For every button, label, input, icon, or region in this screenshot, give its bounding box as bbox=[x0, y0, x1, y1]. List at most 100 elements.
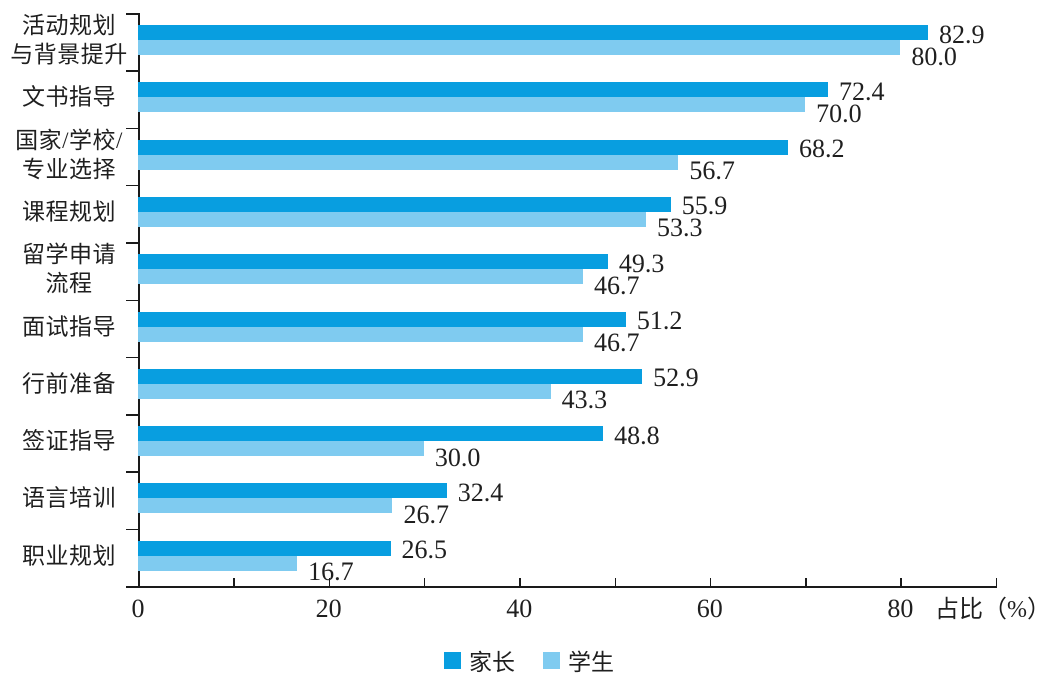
legend: 家长 学生 bbox=[0, 643, 1058, 677]
category-label: 面试指导 bbox=[0, 312, 138, 341]
value-label: 26.7 bbox=[403, 499, 449, 529]
category-label-line: 签证指导 bbox=[22, 428, 116, 454]
category-label: 留学申请 流程 bbox=[0, 240, 138, 298]
value-label: 82.9 bbox=[939, 19, 985, 49]
category-label: 签证指导 bbox=[0, 427, 138, 456]
value-label: 26.5 bbox=[401, 535, 448, 565]
category-label: 文书指导 bbox=[0, 83, 138, 112]
y-axis-tick bbox=[126, 356, 138, 359]
bar-parents bbox=[138, 540, 391, 556]
value-label: 52.9 bbox=[653, 363, 699, 393]
bar-students bbox=[138, 269, 584, 285]
x-axis-tick bbox=[328, 578, 331, 586]
y-axis-tick bbox=[126, 70, 138, 72]
x-axis-tick bbox=[709, 578, 712, 586]
y-axis-tick bbox=[126, 242, 138, 244]
x-axis-tick bbox=[995, 578, 998, 586]
bar-parents bbox=[138, 196, 671, 212]
x-tick-label: 80 bbox=[887, 594, 914, 623]
bar-parents bbox=[138, 25, 929, 40]
x-tick-label: 20 bbox=[315, 594, 342, 623]
value-label: 46.7 bbox=[594, 270, 640, 300]
bar-parents bbox=[138, 254, 608, 270]
value-label: 16.7 bbox=[308, 557, 354, 587]
category-label-line: 职业规划 bbox=[22, 543, 116, 569]
category-label: 国家/学校/专业选择 bbox=[0, 126, 138, 184]
value-label: 70.0 bbox=[816, 98, 862, 128]
y-axis-tick bbox=[126, 184, 138, 187]
value-label: 53.3 bbox=[656, 213, 703, 243]
value-label: 68.2 bbox=[798, 134, 845, 164]
bar-students bbox=[138, 383, 551, 399]
y-axis-tick bbox=[126, 471, 138, 473]
x-tick-label: 0 bbox=[131, 594, 145, 623]
bar-parents bbox=[138, 82, 828, 98]
bar-students bbox=[138, 154, 679, 170]
category-label-line: 与背景提升 bbox=[10, 42, 128, 67]
category-label-line: 专业选择 bbox=[22, 156, 116, 182]
y-axis-tick bbox=[126, 586, 138, 588]
y-axis-tick bbox=[126, 528, 138, 531]
legend-item-parents: 家长 bbox=[444, 643, 515, 677]
legend-swatch-students bbox=[543, 651, 560, 669]
category-label-line: 语言培训 bbox=[22, 485, 116, 511]
legend-swatch-parents bbox=[444, 651, 461, 669]
bar-students bbox=[138, 441, 424, 457]
bar-students bbox=[138, 40, 901, 55]
value-label: 80.0 bbox=[911, 41, 957, 71]
y-axis-tick bbox=[126, 127, 138, 130]
bar-students bbox=[138, 211, 646, 227]
legend-item-students: 学生 bbox=[543, 643, 614, 677]
category-label: 语言培训 bbox=[0, 484, 138, 513]
category-label-line: 面试指导 bbox=[22, 314, 116, 339]
x-axis-title: 占比（%） bbox=[935, 597, 1051, 623]
y-axis bbox=[138, 13, 140, 586]
x-tick-label: 40 bbox=[506, 594, 533, 623]
category-label-line: 活动规划 bbox=[22, 13, 116, 38]
value-label: 51.2 bbox=[636, 306, 683, 335]
bar-students bbox=[138, 498, 393, 514]
value-label: 48.8 bbox=[614, 420, 660, 450]
category-label-line: 课程规划 bbox=[22, 199, 116, 225]
x-axis-tick bbox=[519, 578, 521, 586]
y-axis-tick bbox=[126, 13, 138, 15]
x-axis bbox=[138, 586, 998, 588]
category-label-line: 流程 bbox=[45, 271, 93, 297]
value-label: 43.3 bbox=[561, 385, 608, 415]
legend-label-parents: 家长 bbox=[469, 650, 515, 675]
category-label-line: 留学申请 bbox=[22, 242, 116, 268]
category-label-line: 国家/学校/ bbox=[15, 127, 123, 153]
category-label-line: 文书指导 bbox=[22, 84, 116, 110]
category-label: 活动规划 与背景提升 bbox=[0, 11, 138, 69]
value-label: 55.9 bbox=[681, 191, 728, 221]
value-label: 32.4 bbox=[457, 477, 504, 507]
bar-students bbox=[138, 326, 584, 342]
category-label: 职业规划 bbox=[0, 541, 138, 570]
category-label-line: 行前准备 bbox=[22, 371, 116, 397]
x-tick-label: 60 bbox=[696, 594, 723, 623]
x-axis-tick bbox=[423, 578, 426, 586]
value-label: 72.4 bbox=[838, 76, 885, 106]
value-label: 46.7 bbox=[594, 328, 640, 357]
x-axis-tick bbox=[233, 578, 235, 586]
bar-students bbox=[138, 555, 298, 571]
value-label: 56.7 bbox=[689, 156, 735, 186]
category-label: 课程规划 bbox=[0, 197, 138, 226]
bar-parents bbox=[138, 483, 447, 499]
bar-parents bbox=[138, 368, 643, 384]
x-axis-tick bbox=[614, 578, 616, 586]
x-axis-tick bbox=[900, 578, 902, 586]
legend-label-students: 学生 bbox=[568, 650, 614, 675]
x-axis-tick bbox=[805, 578, 807, 586]
bar-students bbox=[138, 97, 806, 113]
y-axis-tick bbox=[126, 299, 138, 301]
value-label: 49.3 bbox=[618, 248, 665, 278]
bar-parents bbox=[138, 311, 626, 327]
bar-parents bbox=[138, 139, 788, 155]
bar-parents bbox=[138, 426, 604, 442]
y-axis-tick bbox=[126, 414, 138, 416]
value-label: 30.0 bbox=[434, 442, 481, 472]
category-label: 行前准备 bbox=[0, 369, 138, 398]
x-axis-tick bbox=[138, 578, 140, 586]
